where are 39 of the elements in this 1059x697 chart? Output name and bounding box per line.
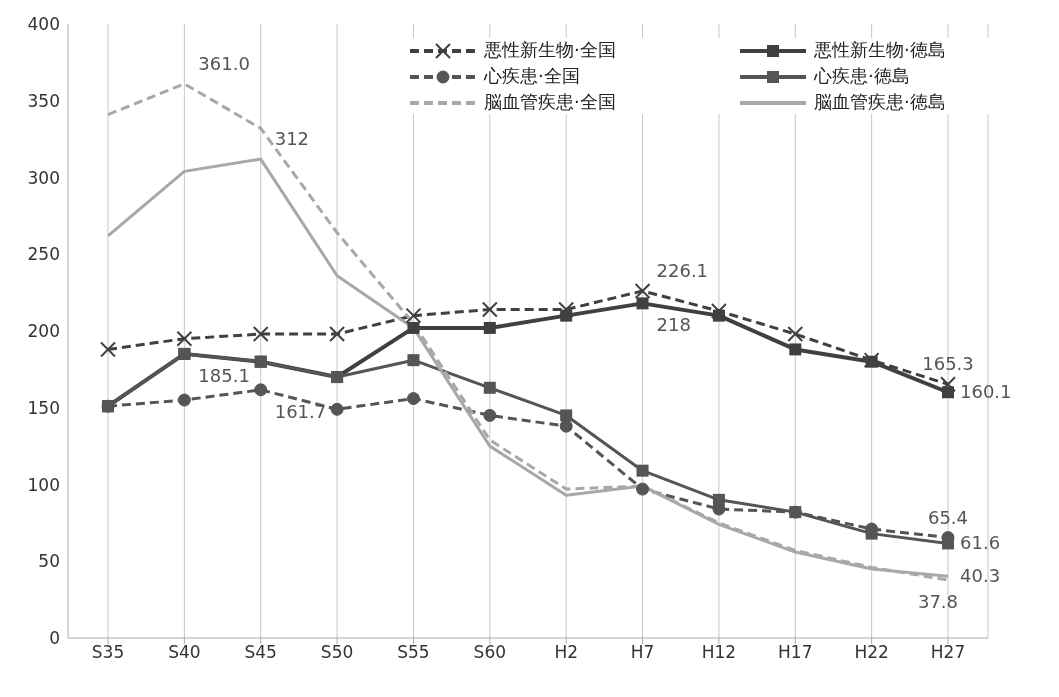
- legend-label: 脳血管疾患·徳島: [814, 91, 946, 112]
- data-label: 226.1: [656, 259, 709, 281]
- x-tick-label: H27: [930, 642, 966, 663]
- x-tick-label: S60: [473, 642, 507, 663]
- x-tick-label: H2: [554, 642, 578, 663]
- x-tick-label: S55: [397, 642, 430, 663]
- y-tick-label: 0: [49, 628, 60, 649]
- y-tick-label: 50: [38, 551, 60, 572]
- data-label: 65.4: [927, 506, 969, 528]
- x-tick-label: S35: [91, 642, 125, 663]
- legend-label: 心疾患·徳島: [814, 65, 910, 86]
- y-tick-label: 200: [27, 321, 60, 342]
- x-tick-label: S40: [168, 642, 201, 663]
- legend-label: 心疾患·全国: [484, 65, 580, 86]
- legend-label: 悪性新生物·全国: [484, 39, 616, 60]
- legend-label: 脳血管疾患·全国: [484, 91, 616, 112]
- data-label: 361.0: [198, 52, 250, 74]
- data-label: 40.3: [960, 565, 1001, 587]
- data-label: 160.1: [960, 381, 1012, 403]
- x-tick-label: S50: [320, 642, 354, 663]
- x-tick-label: H7: [630, 642, 655, 663]
- data-label: 218: [656, 314, 691, 336]
- y-tick-label: 250: [27, 244, 60, 265]
- y-tick-label: 100: [27, 474, 60, 495]
- data-label: 185.1: [198, 364, 250, 386]
- data-label: 37.8: [917, 590, 959, 612]
- x-tick-label: S45: [244, 642, 277, 663]
- legend-label: 悪性新生物·徳島: [814, 39, 946, 60]
- x-tick-label: H17: [778, 642, 813, 663]
- y-tick-label: 350: [27, 90, 60, 111]
- y-tick-label: 300: [27, 167, 60, 188]
- x-tick-label: H12: [701, 642, 737, 663]
- x-tick-label: H22: [854, 642, 889, 663]
- data-label: 165.3: [922, 353, 974, 375]
- y-tick-label: 400: [27, 14, 60, 35]
- data-label: 61.6: [960, 532, 1001, 554]
- y-tick-label: 150: [27, 397, 60, 418]
- data-label: 161.7: [274, 400, 327, 422]
- data-label: 312: [274, 128, 310, 150]
